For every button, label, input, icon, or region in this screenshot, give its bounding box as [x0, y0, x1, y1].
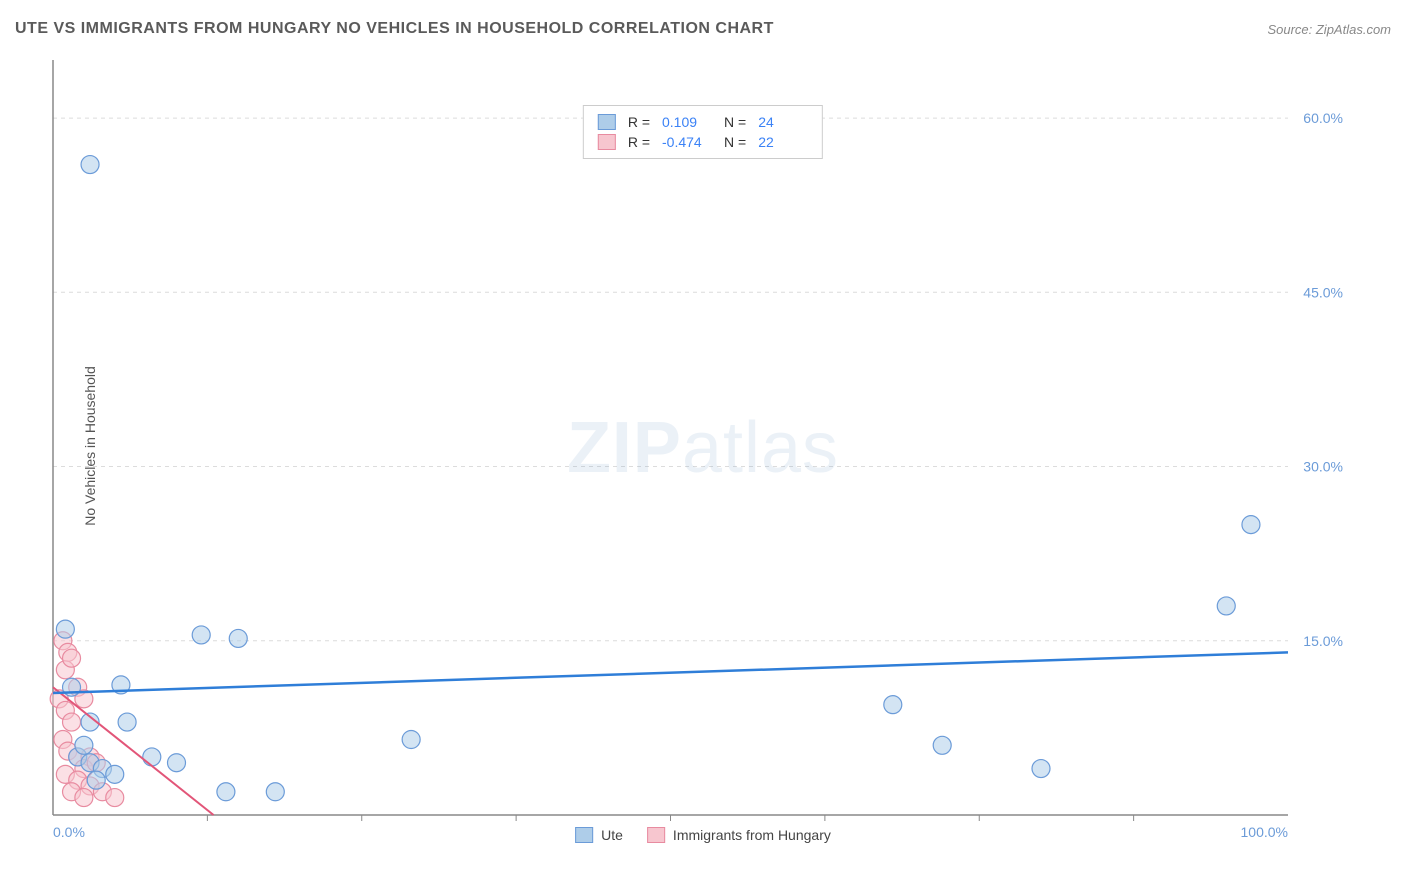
legend-label-series1: Ute [601, 827, 623, 843]
source-attribution: Source: ZipAtlas.com [1267, 22, 1391, 37]
svg-text:100.0%: 100.0% [1241, 824, 1288, 840]
svg-text:15.0%: 15.0% [1303, 633, 1343, 649]
svg-text:60.0%: 60.0% [1303, 110, 1343, 126]
chart-area: 15.0%30.0%45.0%60.0%0.0%100.0% ZIPatlas … [48, 50, 1358, 845]
stats-row-series2: R = -0.474 N = 22 [598, 132, 808, 152]
swatch-series2-bottom [647, 827, 665, 843]
swatch-series1 [598, 114, 616, 130]
legend-item-series1: Ute [575, 827, 623, 843]
bottom-legend: Ute Immigrants from Hungary [575, 827, 831, 843]
legend-label-series2: Immigrants from Hungary [673, 827, 831, 843]
scatter-plot-svg: 15.0% 30.0% 45.0% 60.0% 0.0% 100.0% [48, 50, 1358, 845]
r-label: R = [628, 114, 650, 130]
legend-item-series2: Immigrants from Hungary [647, 827, 831, 843]
r-value-series2: -0.474 [662, 134, 712, 150]
n-value-series1: 24 [758, 114, 808, 130]
svg-text:45.0%: 45.0% [1303, 284, 1343, 300]
svg-text:30.0%: 30.0% [1303, 459, 1343, 475]
svg-text:0.0%: 0.0% [53, 824, 85, 840]
stats-row-series1: R = 0.109 N = 24 [598, 112, 808, 132]
swatch-series2 [598, 134, 616, 150]
r-value-series1: 0.109 [662, 114, 712, 130]
r-label: R = [628, 134, 650, 150]
stats-legend-box: R = 0.109 N = 24 R = -0.474 N = 22 [583, 105, 823, 159]
n-label: N = [724, 114, 746, 130]
swatch-series1-bottom [575, 827, 593, 843]
n-value-series2: 22 [758, 134, 808, 150]
n-label: N = [724, 134, 746, 150]
chart-title: UTE VS IMMIGRANTS FROM HUNGARY NO VEHICL… [15, 20, 774, 38]
